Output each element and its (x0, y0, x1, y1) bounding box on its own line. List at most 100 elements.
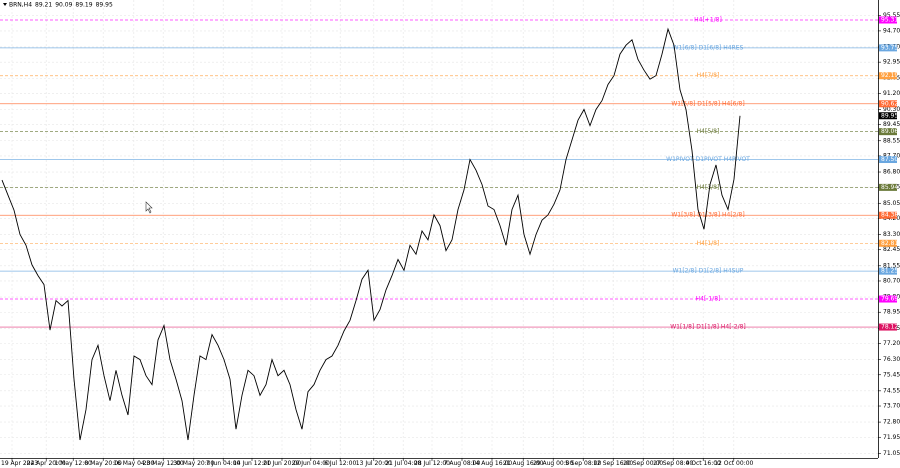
y-tick-label: 73.70 (883, 403, 900, 410)
y-tick-label: 78.95 (883, 309, 900, 316)
x-tick-label: 20 Sep 00:00 (623, 460, 663, 467)
y-tick-label: 94.70 (883, 27, 900, 34)
y-tick-label: 72.80 (883, 419, 900, 426)
level-price-label: 79.69 (881, 296, 898, 303)
price-line (1, 27, 741, 441)
y-tick-label: 80.70 (883, 277, 900, 284)
y-tick-label: 90.30 (883, 106, 900, 113)
level-price-box (879, 323, 897, 331)
x-tick-label: 6 Jul 12:00 (324, 460, 356, 467)
x-tick-label: 29 Jun 04:00 (292, 460, 330, 467)
level-price-box (879, 211, 897, 219)
x-tick-label: 16 May 04:00 (113, 460, 154, 467)
ohlc-open: 89.21 (35, 2, 52, 9)
y-tick-label: 88.55 (883, 137, 900, 144)
level-price-box (879, 16, 897, 24)
current-price-box (879, 112, 897, 120)
level-label: H4[5/8] (697, 128, 720, 135)
x-tick-label: 23 May 12:00 (143, 460, 184, 467)
level-label: W1[1/8] D1[1/8] H4[-2/8] (670, 324, 746, 331)
y-tick-label: 95.55 (883, 12, 900, 19)
y-tick-label: 76.30 (883, 356, 900, 363)
level-label: W1[2/8] D1[2/8] H4SUP (673, 268, 744, 275)
x-tick-label: 4 Oct 16:00 (686, 460, 721, 467)
x-tick-label: 14 Aug 16:00 (472, 460, 513, 467)
level-label: W1[3/8] D1[3/8] H4[2/8] (671, 212, 744, 219)
x-tick-label: 12 Sep 16:00 (593, 460, 633, 467)
level-price-box (879, 183, 897, 191)
x-tick-label: 7 Aug 08:00 (444, 460, 481, 467)
y-tick-label: 91.20 (883, 90, 900, 97)
x-tick-label: 8 May 20:00 (85, 460, 123, 467)
current-price-label: 89.95 (881, 112, 898, 119)
y-tick-label: 86.80 (883, 169, 900, 176)
y-tick-label: 74.55 (883, 387, 900, 394)
level-label: H4[7/8] (697, 72, 720, 79)
x-tick-label: 30 May 20:00 (173, 460, 214, 467)
level-label: W1[6/8] D1[6/8] H4RES (673, 44, 744, 51)
y-tick-label: 75.45 (883, 371, 900, 378)
level-label: H4[+1/8] (694, 17, 722, 24)
x-tick-label: 12 Oct 00:00 (714, 460, 753, 467)
header: BRN,H4 89.21 90.09 89.19 89.95 (9, 2, 113, 9)
grid (0, 0, 878, 458)
level-price-box (879, 100, 897, 108)
level-label: H4[-1/8] (696, 296, 721, 303)
x-tick-label: 21 Aug 16:00 (503, 460, 544, 467)
x-tick-label: 24 Apr 20:00 (27, 460, 66, 467)
level-price-label: 81.25 (881, 268, 898, 275)
level-price-box (879, 128, 897, 136)
level-price-label: 85.94 (881, 184, 898, 191)
y-tick-label: 71.05 (883, 450, 900, 457)
x-tick-label: 13 Jul 20:00 (356, 460, 392, 467)
level-price-box (879, 156, 897, 164)
level-price-label: 95.31 (881, 17, 898, 24)
level-label: H4[1/8] (697, 240, 720, 247)
level-price-label: 78.12 (881, 324, 898, 331)
ohlc-low: 89.19 (75, 2, 92, 9)
y-tick-label: 85.05 (883, 200, 900, 207)
axes: 95.5594.7093.8092.9592.0591.2090.3089.45… (1, 12, 900, 467)
symbol-arrow (3, 3, 7, 6)
x-tick-label: 27 Sep 08:00 (653, 460, 693, 467)
ohlc-close: 89.95 (96, 2, 113, 9)
symbol-title: BRN,H4 (9, 2, 32, 9)
x-tick-label: 7 Jun 04:00 (206, 460, 240, 467)
ohlc-high: 90.09 (55, 2, 72, 9)
level-price-box (879, 72, 897, 80)
x-tick-label: 21 Jul 04:00 (385, 460, 421, 467)
y-tick-label: 71.95 (883, 434, 900, 441)
level-price-label: 82.81 (881, 240, 898, 247)
y-tick-label: 77.20 (883, 340, 900, 347)
x-tick-label: 14 Jun 12:00 (233, 460, 271, 467)
level-label: W1[5/8] D1[5/8] H4[6/8] (671, 100, 744, 107)
level-price-label: 90.62 (881, 100, 898, 107)
level-price-box (879, 239, 897, 247)
level-price-label: 93.75 (881, 44, 898, 51)
level-label: W1PIVOT D1PIVOT H4PIVOT (666, 156, 750, 163)
x-tick-label: 28 Jul 12:00 (414, 460, 450, 467)
y-tick-label: 89.45 (883, 121, 900, 128)
x-tick-label: 5 Sep 08:00 (565, 460, 601, 467)
plot (1, 27, 741, 441)
y-tick-label: 82.45 (883, 246, 900, 253)
level-price-label: 92.19 (881, 72, 898, 79)
level-label: H4[3/8] (697, 184, 720, 191)
level-price-label: 89.06 (881, 128, 898, 135)
y-tick-label: 92.95 (883, 59, 900, 66)
level-price-label: 87.50 (881, 156, 898, 163)
x-tick-label: 1 May 12:00 (55, 460, 93, 467)
x-tick-label: 21 Jun 20:00 (263, 460, 301, 467)
mouse-cursor (145, 201, 153, 214)
level-price-box (879, 267, 897, 275)
y-tick-label: 83.30 (883, 231, 900, 238)
levels: H4[+1/8] W1[6/8] D1[6/8] H4RES H4[7/8] W1[5… (0, 17, 878, 331)
level-price-box (879, 44, 897, 52)
x-tick-label: 29 Aug 00:00 (533, 460, 574, 467)
y-tick-label: 81.55 (883, 262, 900, 269)
level-price-box (879, 295, 897, 303)
x-tick-label: 19 Apr 2023 (1, 460, 38, 467)
level-price-label: 84.38 (881, 212, 898, 219)
